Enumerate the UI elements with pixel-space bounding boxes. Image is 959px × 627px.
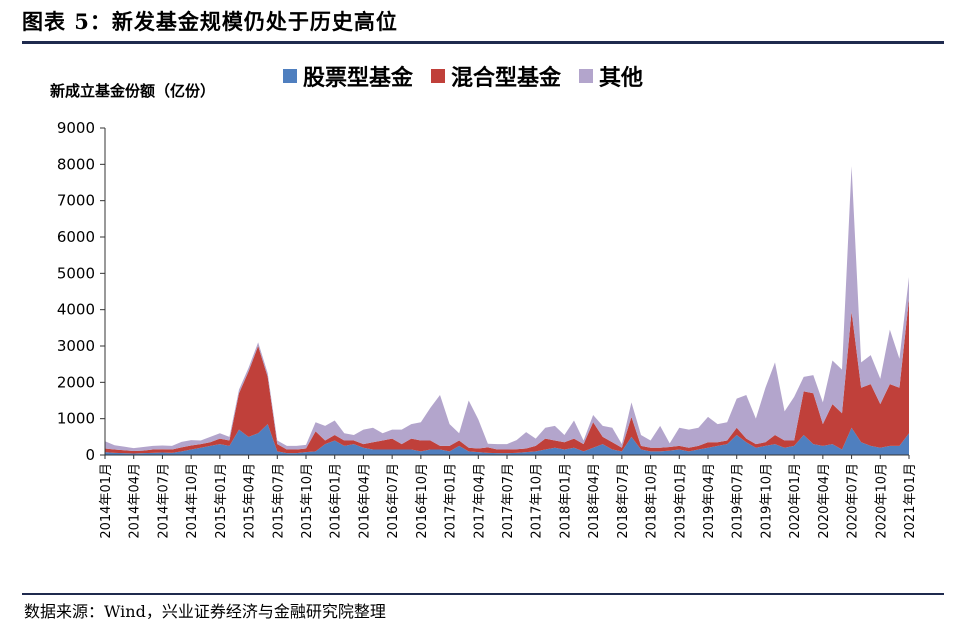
x-tick-label: 2016年10月: [415, 463, 430, 539]
legend-label-other: 其他: [599, 66, 644, 91]
x-tick-label: 2015年01月: [214, 463, 229, 539]
legend-swatch-other: [579, 69, 594, 83]
x-tick-label: 2020年04月: [817, 463, 832, 539]
y-tick-label: 5000: [57, 264, 95, 282]
x-tick-label: 2019年10月: [759, 463, 774, 539]
legend-label-stock: 股票型基金: [303, 66, 414, 91]
x-tick-label: 2015年07月: [271, 463, 286, 539]
x-tick-label: 2019年01月: [673, 463, 688, 539]
legend-label-mixed: 混合型基金: [451, 66, 562, 91]
area-stock: [105, 424, 909, 455]
legend-item-other: 其他: [579, 60, 643, 92]
x-tick-label: 2020年07月: [846, 463, 861, 539]
x-tick-label: 2018年01月: [558, 463, 573, 539]
x-tick-label: 2020年01月: [788, 463, 803, 539]
y-tick-label: 7000: [57, 192, 95, 210]
x-tick-label: 2018年07月: [616, 463, 631, 539]
x-tick-label: 2018年04月: [587, 463, 602, 539]
y-tick-label: 9000: [57, 119, 95, 137]
x-tick-label: 2017年01月: [444, 463, 459, 539]
x-tick-label: 2019年04月: [702, 463, 717, 539]
x-tick-label: 2020年10月: [874, 463, 889, 539]
figure-title: 图表 5：新发基金规模仍处于历史高位: [22, 9, 398, 34]
x-tick-label: 2015年04月: [243, 463, 258, 539]
y-tick-label: 6000: [57, 228, 95, 246]
x-tick-label: 2014年01月: [99, 463, 114, 539]
x-tick-label: 2014年07月: [156, 463, 171, 539]
x-tick-label: 2016年07月: [386, 463, 401, 539]
x-tick-label: 2015年10月: [300, 463, 315, 539]
y-tick-label: 4000: [57, 301, 95, 319]
x-tick-label: 2017年04月: [472, 463, 487, 539]
x-tick-label: 2019年07月: [731, 463, 746, 539]
y-tick-label: 1000: [57, 410, 95, 428]
legend-swatch-stock: [283, 69, 297, 83]
y-tick-label: 0: [85, 446, 95, 464]
x-tick-label: 2021年01月: [903, 463, 918, 539]
y-tick-label: 3000: [57, 337, 95, 355]
x-tick-label: 2014年10月: [185, 463, 200, 539]
y-axis-label: 新成立基金份额（亿份）: [50, 82, 216, 100]
area-mixed: [105, 298, 909, 454]
x-tick-label: 2018年10月: [645, 463, 660, 539]
y-tick-label: 2000: [57, 373, 95, 391]
x-tick-label: 2016年04月: [357, 463, 372, 539]
title-rule: [22, 41, 944, 44]
area-other: [105, 166, 909, 451]
chart-legend: 股票型基金 混合型基金 其他: [283, 60, 643, 92]
legend-swatch-mixed: [431, 69, 446, 83]
y-tick-label: 8000: [57, 155, 95, 173]
x-tick-label: 2017年07月: [501, 463, 516, 539]
x-tick-label: 2017年10月: [530, 463, 545, 539]
legend-item-stock: 股票型基金: [283, 60, 413, 92]
source-note: 数据来源：Wind，兴业证券经济与金融研究院整理: [24, 602, 386, 621]
source-rule: [22, 593, 944, 595]
legend-item-mixed: 混合型基金: [431, 60, 561, 92]
x-tick-label: 2016年01月: [329, 463, 344, 539]
x-tick-label: 2014年04月: [128, 463, 143, 539]
